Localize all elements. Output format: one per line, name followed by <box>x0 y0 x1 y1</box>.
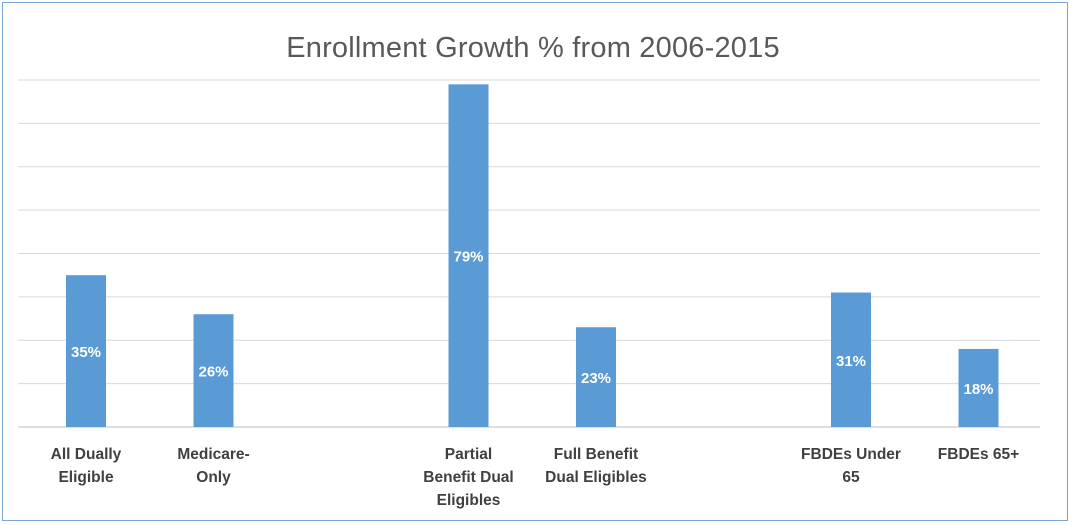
x-tick-label-line: Benefit Dual <box>423 469 514 486</box>
x-tick-label-line: Only <box>196 469 231 486</box>
x-tick-label-line: Eligible <box>58 469 114 486</box>
x-tick-label-1: Medicare- Only <box>149 443 279 489</box>
data-label-1: 26% <box>198 364 228 381</box>
data-label-5: 18% <box>963 381 993 398</box>
x-tick-label-line: Partial <box>444 446 493 463</box>
x-tick-label-line: Dual Eligibles <box>545 469 647 486</box>
x-tick-label-3: Full Benefit Dual Eligibles <box>531 443 661 489</box>
data-label-3: 23% <box>581 370 611 387</box>
x-tick-label-line: Medicare- <box>177 446 250 463</box>
data-label-4: 31% <box>836 353 866 370</box>
bar-0 <box>66 275 106 427</box>
x-tick-label-0: All Dually Eligible <box>21 443 151 489</box>
bar-1 <box>193 314 234 427</box>
data-label-2: 79% <box>453 249 483 266</box>
x-tick-label-2: Partial Benefit Dual Eligibles <box>404 443 534 512</box>
x-tick-label-4: FBDEs Under 65 <box>786 443 916 489</box>
chart-title: Enrollment Growth % from 2006-2015 <box>286 32 780 64</box>
bar-2 <box>448 84 489 428</box>
x-tick-label-line: Eligibles <box>436 492 501 509</box>
x-tick-label-line: All Dually <box>50 446 122 463</box>
bar-5 <box>958 348 999 427</box>
x-tick-label-line: Full Benefit <box>553 446 639 463</box>
data-label-0: 35% <box>71 344 101 361</box>
x-tick-label-5: FBDEs 65+ <box>914 443 1044 466</box>
x-tick-label-line: FBDEs 65+ <box>937 446 1020 463</box>
bar-4 <box>831 292 871 427</box>
x-tick-label-line: FBDEs Under <box>801 446 901 463</box>
x-tick-label-line: 65 <box>842 469 860 486</box>
bar-3 <box>576 327 616 427</box>
